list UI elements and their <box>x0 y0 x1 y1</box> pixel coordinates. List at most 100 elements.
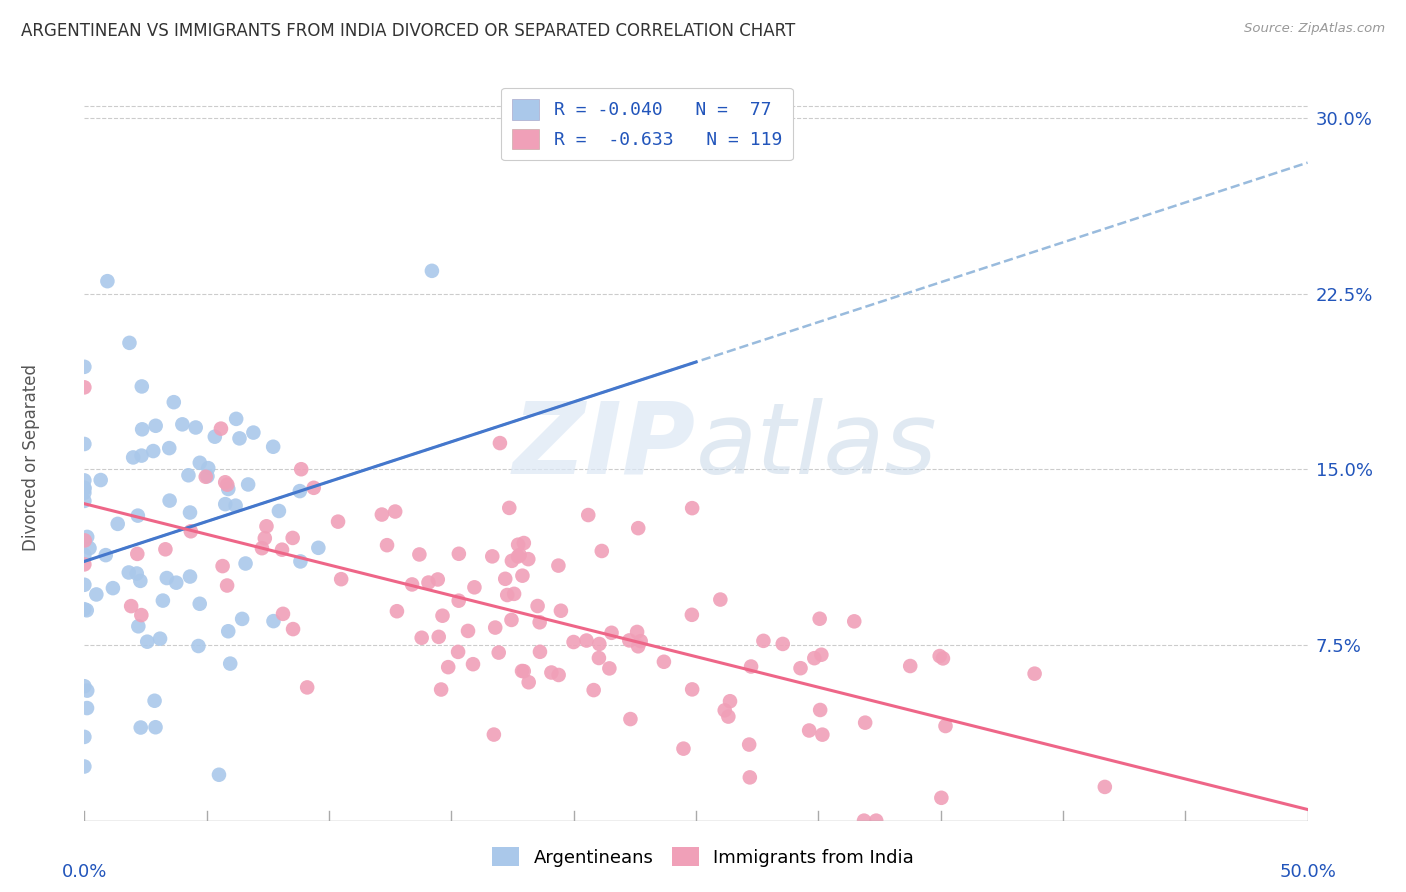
Point <box>430 682 453 697</box>
Point <box>627 521 650 535</box>
Point <box>96 274 118 288</box>
Point <box>501 554 523 568</box>
Point <box>101 581 124 595</box>
Point <box>225 499 247 513</box>
Point <box>811 728 834 742</box>
Point <box>508 538 530 552</box>
Point <box>157 441 180 455</box>
Point <box>188 597 211 611</box>
Point <box>713 703 735 717</box>
Text: ARGENTINEAN VS IMMIGRANTS FROM INDIA DIVORCED OR SEPARATED CORRELATION CHART: ARGENTINEAN VS IMMIGRANTS FROM INDIA DIV… <box>21 22 796 40</box>
Point <box>526 599 548 613</box>
Point <box>808 703 831 717</box>
Point <box>159 493 181 508</box>
Legend: Argentineans, Immigrants from India: Argentineans, Immigrants from India <box>485 840 921 874</box>
Point <box>375 538 398 552</box>
Point <box>179 569 201 583</box>
Point <box>211 559 233 574</box>
Point <box>681 607 703 622</box>
Point <box>194 469 217 483</box>
Text: atlas: atlas <box>696 398 938 494</box>
Point <box>540 665 562 680</box>
Point <box>482 728 505 742</box>
Point <box>627 640 650 654</box>
Point <box>281 622 304 636</box>
Point <box>129 574 152 588</box>
Point <box>591 544 613 558</box>
Point <box>789 661 811 675</box>
Point <box>709 592 731 607</box>
Point <box>118 335 141 350</box>
Point <box>118 566 141 580</box>
Point <box>496 588 519 602</box>
Point <box>165 575 187 590</box>
Point <box>494 572 516 586</box>
Point <box>797 723 820 738</box>
Point <box>547 558 569 573</box>
Point <box>630 634 652 648</box>
Point <box>73 474 96 488</box>
Point <box>718 694 741 708</box>
Point <box>231 612 253 626</box>
Point <box>529 645 551 659</box>
Point <box>122 450 145 465</box>
Point <box>898 659 921 673</box>
Point <box>131 422 153 436</box>
Point <box>803 651 825 665</box>
Point <box>928 649 950 664</box>
Text: Source: ZipAtlas.com: Source: ZipAtlas.com <box>1244 22 1385 36</box>
Point <box>600 625 623 640</box>
Point <box>107 516 129 531</box>
Point <box>681 682 703 697</box>
Point <box>73 578 96 592</box>
Point <box>432 608 454 623</box>
Point <box>129 721 152 735</box>
Point <box>384 504 406 518</box>
Point <box>131 379 153 393</box>
Point <box>76 530 98 544</box>
Point <box>547 668 569 682</box>
Point <box>652 655 675 669</box>
Point <box>184 420 207 434</box>
Point <box>447 547 470 561</box>
Point <box>931 790 953 805</box>
Point <box>131 449 153 463</box>
Point <box>228 431 250 445</box>
Point <box>73 602 96 616</box>
Point <box>509 548 531 562</box>
Point <box>94 548 117 562</box>
Point <box>575 633 598 648</box>
Point <box>214 497 236 511</box>
Point <box>208 768 231 782</box>
Point <box>808 612 831 626</box>
Point <box>550 604 572 618</box>
Point <box>163 395 186 409</box>
Point <box>142 444 165 458</box>
Text: 0.0%: 0.0% <box>62 863 107 880</box>
Point <box>209 422 232 436</box>
Point <box>738 770 761 784</box>
Point <box>844 615 866 629</box>
Point <box>177 468 200 483</box>
Point <box>156 571 179 585</box>
Point <box>242 425 264 440</box>
Point <box>1024 666 1046 681</box>
Point <box>217 482 239 496</box>
Point <box>290 462 312 476</box>
Point <box>76 701 98 715</box>
Point <box>131 608 153 623</box>
Point <box>510 664 533 678</box>
Text: ZIP: ZIP <box>513 398 696 494</box>
Point <box>73 494 96 508</box>
Point <box>371 508 394 522</box>
Point <box>330 572 353 586</box>
Point <box>180 524 202 539</box>
Point <box>411 631 433 645</box>
Point <box>447 593 470 607</box>
Point <box>461 657 484 672</box>
Point <box>235 557 257 571</box>
Point <box>326 515 349 529</box>
Point <box>127 619 149 633</box>
Point <box>79 541 101 556</box>
Point <box>219 657 242 671</box>
